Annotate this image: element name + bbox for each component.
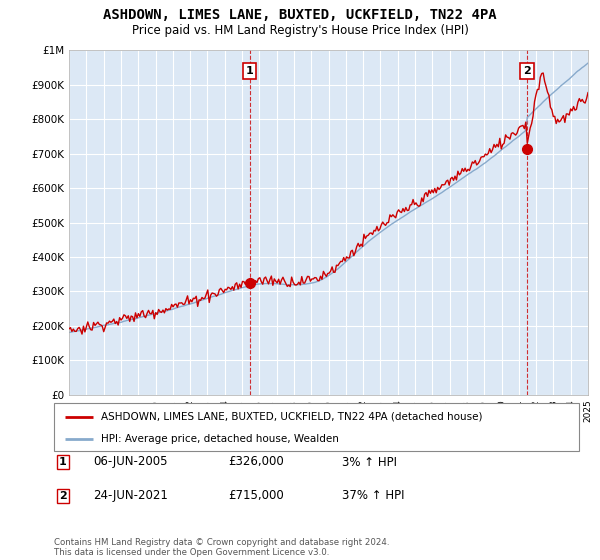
Text: 24-JUN-2021: 24-JUN-2021 xyxy=(93,489,168,502)
Text: ASHDOWN, LIMES LANE, BUXTED, UCKFIELD, TN22 4PA: ASHDOWN, LIMES LANE, BUXTED, UCKFIELD, T… xyxy=(103,8,497,22)
Text: £715,000: £715,000 xyxy=(228,489,284,502)
Text: Contains HM Land Registry data © Crown copyright and database right 2024.
This d: Contains HM Land Registry data © Crown c… xyxy=(54,538,389,557)
Text: 1: 1 xyxy=(246,66,253,76)
FancyBboxPatch shape xyxy=(54,403,579,451)
Text: 1: 1 xyxy=(59,457,67,467)
Text: ASHDOWN, LIMES LANE, BUXTED, UCKFIELD, TN22 4PA (detached house): ASHDOWN, LIMES LANE, BUXTED, UCKFIELD, T… xyxy=(101,412,483,422)
Text: HPI: Average price, detached house, Wealden: HPI: Average price, detached house, Weal… xyxy=(101,434,339,444)
Text: 06-JUN-2005: 06-JUN-2005 xyxy=(93,455,167,469)
Text: 2: 2 xyxy=(523,66,531,76)
Text: £326,000: £326,000 xyxy=(228,455,284,469)
Text: 37% ↑ HPI: 37% ↑ HPI xyxy=(342,489,404,502)
Text: Price paid vs. HM Land Registry's House Price Index (HPI): Price paid vs. HM Land Registry's House … xyxy=(131,24,469,36)
Text: 2: 2 xyxy=(59,491,67,501)
Text: 3% ↑ HPI: 3% ↑ HPI xyxy=(342,455,397,469)
